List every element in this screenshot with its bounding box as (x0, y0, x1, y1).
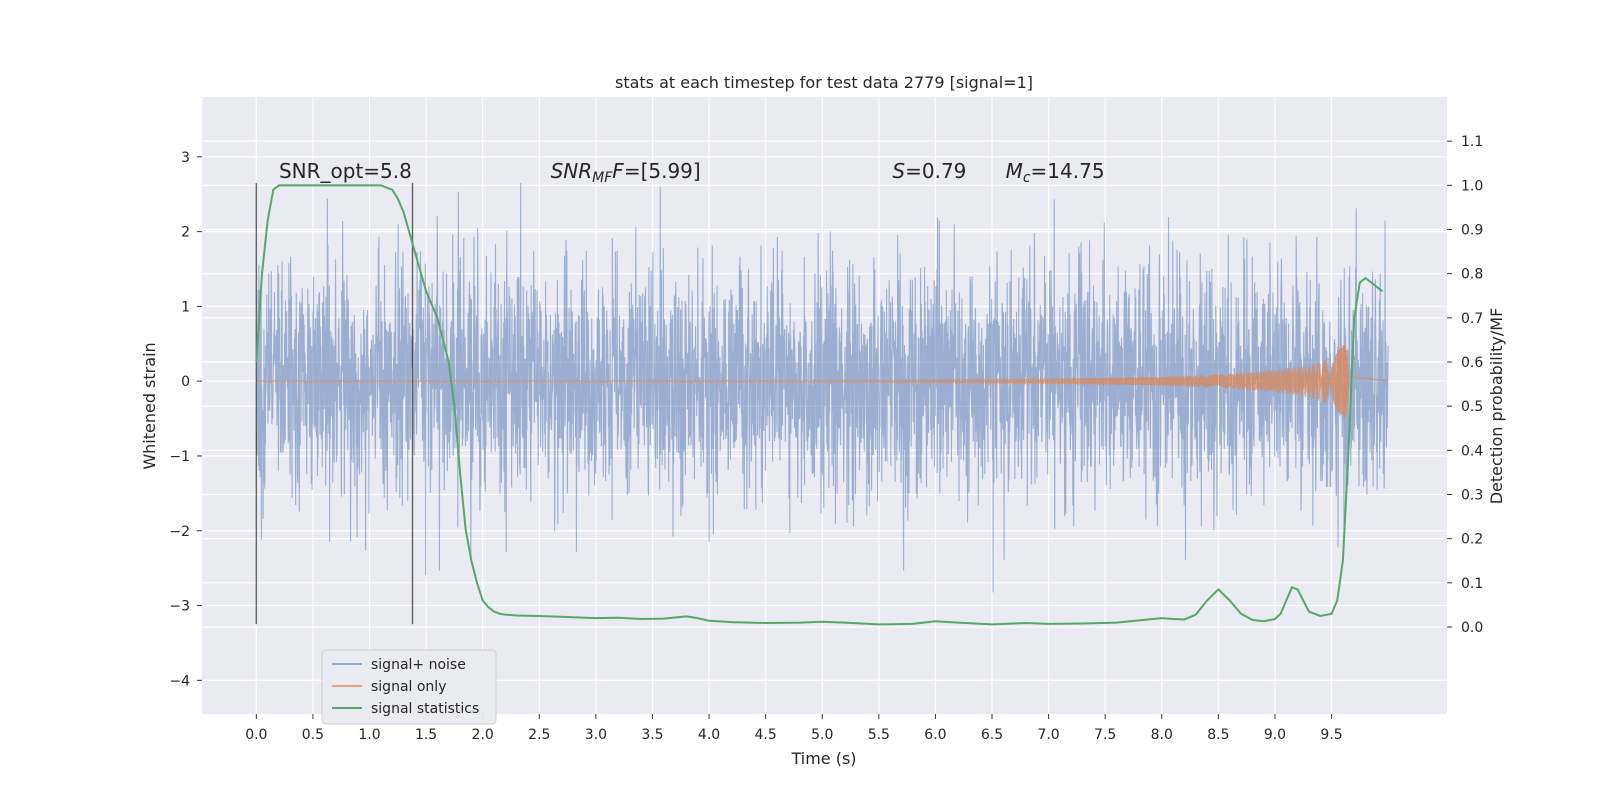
x-tick-label: 5.0 (811, 727, 833, 743)
x-tick-label: 8.0 (1151, 727, 1173, 743)
y2-tick-label: 0.7 (1461, 311, 1483, 327)
y2-tick-label: 0.6 (1461, 355, 1483, 371)
y2-tick-label: 0.2 (1461, 532, 1483, 548)
series-signal-noise (255, 183, 1389, 593)
annotations: SNR_opt=5.8 SNRMFF=[5.99] S=0.79 Mc=14.75 (279, 159, 1105, 186)
x-tick-label: 3.5 (641, 727, 663, 743)
x-tick-label: 4.0 (698, 727, 720, 743)
y2-tick-label: 1.1 (1461, 134, 1483, 150)
y-tick-label: 1 (181, 299, 190, 315)
legend: signal+ noise signal only signal statist… (321, 649, 497, 725)
y-tick-label: −3 (169, 599, 190, 615)
y2-tick-label: 0.9 (1461, 222, 1483, 238)
y-tick-label: 3 (181, 150, 190, 166)
x-tick-label: 9.0 (1264, 727, 1286, 743)
annotation-snr-opt: SNR_opt=5.8 (279, 159, 412, 183)
y2-tick-label: 0.8 (1461, 267, 1483, 283)
x-tick-label: 6.5 (981, 727, 1003, 743)
x-tick-label: 2.5 (528, 727, 550, 743)
signal-only-line (256, 344, 1389, 418)
vertical-markers (255, 183, 414, 625)
annotation-s-value: S=0.79 (892, 159, 966, 183)
legend-label-signal-statistics: signal statistics (371, 701, 479, 717)
x-tick-label: 0.0 (245, 727, 267, 743)
y-tick-label: −2 (169, 524, 190, 540)
x-axis-label: Time (s) (790, 749, 856, 768)
x-tick-label: 3.0 (585, 727, 607, 743)
y2-tick-label: 0.0 (1461, 620, 1483, 636)
y2-axis-label: Detection probability/MF (1487, 308, 1506, 505)
legend-label-signal-noise: signal+ noise (371, 657, 466, 673)
y-tick-label: −1 (169, 449, 190, 465)
series-signal-statistics (255, 184, 1384, 626)
x-ticks: 0.0 0.5 1.0 1.5 2.0 2.5 3.0 3.5 4.0 4.5 5.0 5.5 6.0 6… (245, 714, 1343, 743)
y-tick-label: 2 (181, 225, 190, 241)
x-tick-label: 9.5 (1320, 727, 1342, 743)
x-tick-label: 5.5 (868, 727, 890, 743)
x-tick-label: 1.5 (415, 727, 437, 743)
x-tick-label: 2.0 (472, 727, 494, 743)
y2-tick-label: 1.0 (1461, 178, 1483, 194)
y-tick-label: −4 (169, 673, 190, 689)
signal-statistics-line (255, 184, 1384, 626)
annotation-snr-mf: SNRMFF=[5.99] (551, 159, 701, 186)
y-tick-label: 0 (181, 374, 190, 390)
x-tick-label: 4.5 (755, 727, 777, 743)
chart-title: stats at each timestep for test data 277… (615, 73, 1033, 92)
y2-ticks: 0.0 0.1 0.2 0.3 0.4 0.5 0.6 0.7 0.8 0.9 1.0 1.1 (1447, 134, 1483, 636)
x-tick-label: 1.0 (358, 727, 380, 743)
annotation-mc-value: Mc=14.75 (1006, 159, 1105, 186)
y2-tick-label: 0.4 (1461, 443, 1483, 459)
y2-tick-label: 0.1 (1461, 576, 1483, 592)
y-axis-label: Whitened strain (140, 342, 159, 469)
legend-box (321, 649, 497, 725)
x-tick-label: 7.0 (1037, 727, 1059, 743)
legend-label-signal-only: signal only (371, 679, 446, 695)
x-tick-label: 7.5 (1094, 727, 1116, 743)
y2-tick-label: 0.3 (1461, 487, 1483, 503)
x-tick-label: 6.0 (924, 727, 946, 743)
series-signal-only (256, 344, 1389, 418)
x-tick-label: 8.5 (1207, 727, 1229, 743)
y-ticks: −4 −3 −2 −1 0 1 2 3 (169, 150, 202, 689)
y2-tick-label: 0.5 (1461, 399, 1483, 415)
x-tick-label: 0.5 (302, 727, 324, 743)
signal-noise-line (255, 183, 1389, 593)
